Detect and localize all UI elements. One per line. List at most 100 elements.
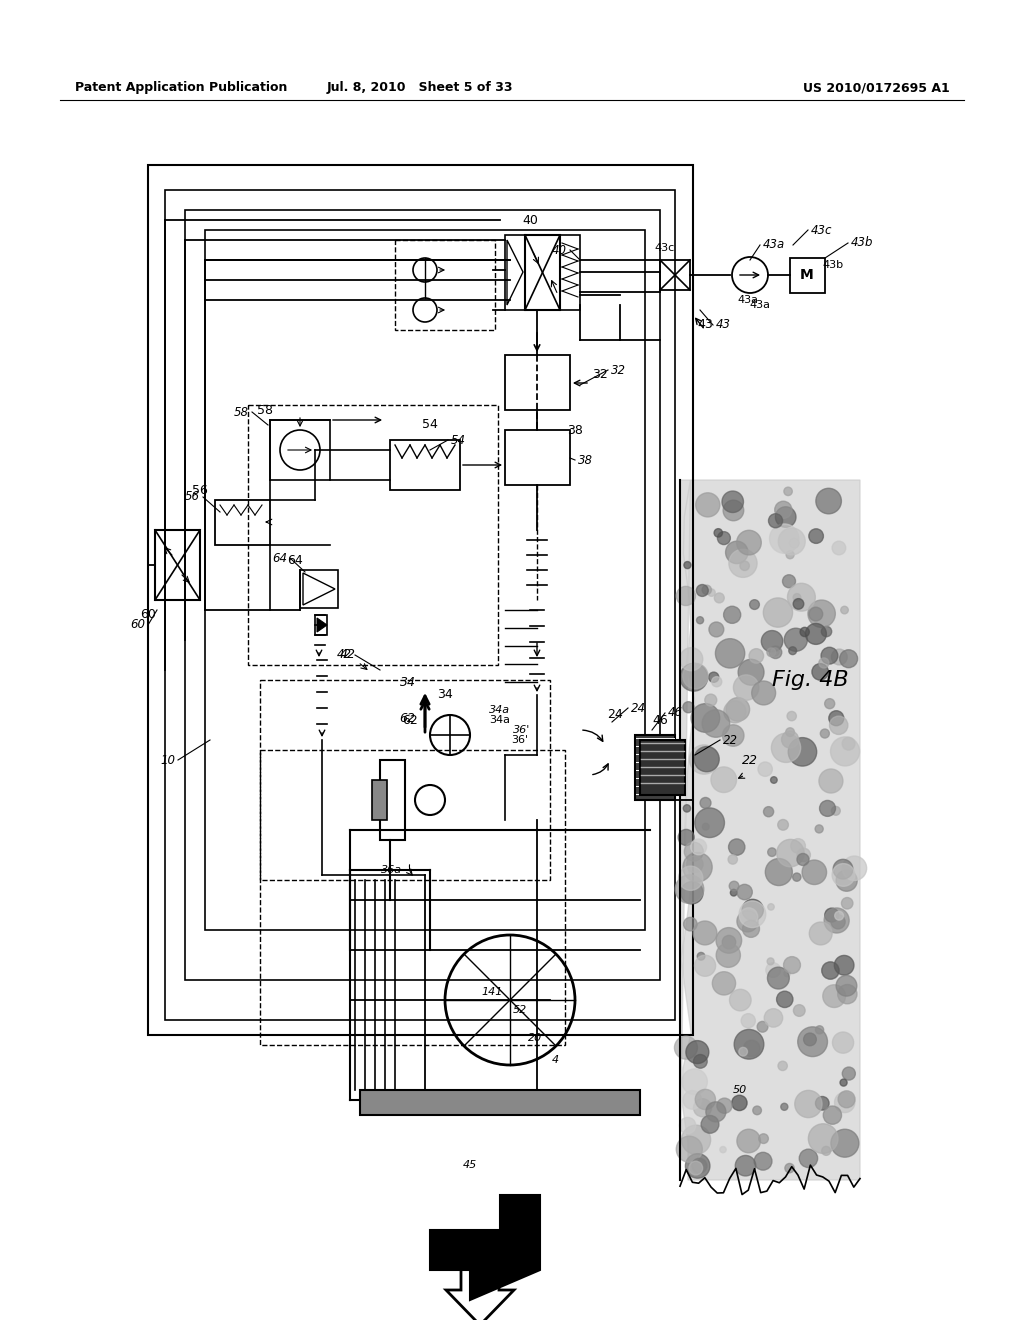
Polygon shape (317, 618, 327, 632)
Text: 22: 22 (723, 734, 738, 747)
Text: 43: 43 (716, 318, 731, 331)
Circle shape (842, 898, 853, 909)
Circle shape (739, 1047, 748, 1056)
Circle shape (723, 500, 743, 521)
Text: 64: 64 (287, 553, 303, 566)
Circle shape (716, 639, 744, 668)
Circle shape (778, 528, 805, 554)
Circle shape (689, 1162, 702, 1175)
Bar (660, 260, 690, 290)
Circle shape (787, 583, 815, 611)
Circle shape (695, 808, 724, 838)
Text: US 2010/0172695 A1: US 2010/0172695 A1 (803, 82, 950, 95)
Circle shape (728, 855, 737, 865)
Circle shape (835, 1092, 855, 1113)
Circle shape (831, 807, 841, 816)
Circle shape (840, 1078, 847, 1086)
Circle shape (722, 491, 743, 512)
Text: 52: 52 (513, 1005, 527, 1015)
Circle shape (753, 1106, 762, 1114)
Text: 4: 4 (552, 1055, 558, 1065)
Circle shape (786, 550, 794, 558)
Circle shape (734, 1030, 764, 1059)
Circle shape (724, 606, 740, 623)
Circle shape (675, 1036, 697, 1059)
Circle shape (728, 840, 744, 855)
Bar (215, 500, 270, 545)
Circle shape (778, 820, 788, 830)
Circle shape (785, 727, 795, 737)
Text: 60: 60 (130, 619, 145, 631)
Circle shape (750, 599, 760, 610)
Circle shape (763, 598, 793, 627)
Circle shape (692, 1158, 707, 1173)
Text: 43: 43 (697, 318, 713, 331)
Circle shape (831, 915, 845, 929)
Text: 34: 34 (400, 676, 416, 689)
Bar (372, 780, 387, 820)
Circle shape (775, 507, 796, 528)
Bar (165, 190, 675, 1020)
Bar (380, 760, 406, 840)
Circle shape (686, 1040, 709, 1064)
Text: 46: 46 (652, 714, 668, 726)
Text: 46: 46 (668, 706, 683, 719)
Circle shape (842, 738, 855, 750)
Circle shape (683, 853, 712, 882)
Circle shape (696, 616, 703, 624)
Text: 43a: 43a (750, 300, 770, 310)
Circle shape (784, 628, 807, 651)
Circle shape (714, 528, 723, 537)
Circle shape (816, 488, 842, 513)
Circle shape (736, 531, 761, 554)
Circle shape (769, 524, 799, 553)
Circle shape (732, 1096, 748, 1110)
Circle shape (824, 908, 839, 923)
Circle shape (691, 704, 720, 733)
Text: 32: 32 (592, 368, 608, 381)
Circle shape (695, 1089, 716, 1110)
Circle shape (680, 648, 702, 671)
Circle shape (750, 648, 764, 663)
Text: M: M (800, 268, 814, 282)
Bar (148, 165, 693, 1035)
Circle shape (834, 859, 853, 879)
Bar (155, 531, 200, 601)
Circle shape (685, 1154, 710, 1179)
Text: 34a: 34a (489, 715, 511, 725)
Circle shape (694, 956, 716, 977)
Circle shape (837, 975, 857, 997)
Circle shape (843, 1067, 855, 1080)
Bar (505, 355, 570, 411)
Text: 42: 42 (337, 648, 352, 661)
Circle shape (828, 710, 844, 726)
Circle shape (681, 1125, 711, 1154)
Circle shape (737, 911, 758, 932)
Text: Jul. 8, 2010   Sheet 5 of 33: Jul. 8, 2010 Sheet 5 of 33 (327, 82, 513, 95)
Circle shape (701, 1115, 719, 1134)
Circle shape (752, 681, 775, 705)
Circle shape (809, 923, 833, 945)
Circle shape (831, 649, 847, 665)
Circle shape (819, 770, 843, 793)
Circle shape (833, 541, 846, 554)
Circle shape (809, 607, 822, 620)
Circle shape (780, 1104, 787, 1110)
Text: 43a: 43a (763, 239, 785, 252)
Circle shape (794, 1005, 805, 1016)
Circle shape (676, 586, 695, 606)
Text: 43c: 43c (655, 243, 675, 253)
Circle shape (841, 606, 848, 614)
Circle shape (738, 659, 764, 685)
Circle shape (758, 762, 772, 776)
Bar (525, 235, 560, 310)
Circle shape (790, 539, 799, 548)
Polygon shape (680, 480, 860, 1180)
Circle shape (797, 854, 809, 866)
Text: 45: 45 (463, 1160, 477, 1170)
Circle shape (740, 561, 750, 570)
Circle shape (709, 672, 719, 682)
Bar (260, 750, 565, 1045)
Bar (505, 235, 525, 310)
Circle shape (775, 502, 792, 519)
